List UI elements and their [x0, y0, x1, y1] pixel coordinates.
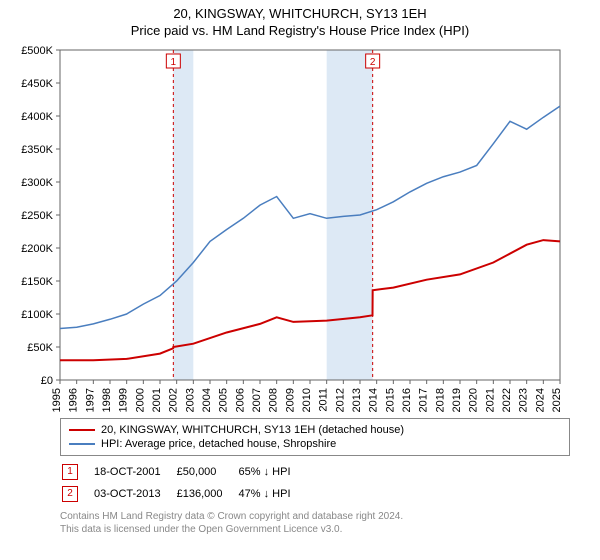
svg-text:2013: 2013 — [351, 388, 363, 412]
sale-delta: 65% ↓ HPI — [239, 462, 305, 482]
svg-text:£150K: £150K — [21, 276, 53, 288]
svg-text:2004: 2004 — [201, 388, 213, 412]
svg-text:£350K: £350K — [21, 144, 53, 156]
svg-text:2017: 2017 — [418, 388, 430, 412]
svg-text:2010: 2010 — [301, 388, 313, 412]
svg-text:2016: 2016 — [401, 388, 413, 412]
line-chart: £0 £50K £100K £150K £200K £250K £300K £350K £400… — [10, 42, 570, 412]
svg-text:£0: £0 — [41, 375, 53, 387]
svg-text:£400K: £400K — [21, 111, 53, 123]
sale-delta: 47% ↓ HPI — [239, 484, 305, 504]
footer-attribution: Contains HM Land Registry data © Crown c… — [60, 510, 570, 536]
svg-text:2008: 2008 — [268, 388, 280, 412]
svg-text:£450K: £450K — [21, 78, 53, 90]
svg-text:2021: 2021 — [484, 388, 496, 412]
svg-text:1999: 1999 — [118, 388, 130, 412]
legend-swatch — [69, 429, 95, 431]
sale-price: £136,000 — [177, 484, 237, 504]
svg-text:2007: 2007 — [251, 388, 263, 412]
svg-text:£300K: £300K — [21, 177, 53, 189]
footer-line: Contains HM Land Registry data © Crown c… — [60, 510, 570, 523]
svg-text:2012: 2012 — [334, 388, 346, 412]
svg-text:£50K: £50K — [27, 342, 53, 354]
svg-text:1996: 1996 — [68, 388, 80, 412]
svg-text:2023: 2023 — [518, 388, 530, 412]
table-row: 1 18-OCT-2001 £50,000 65% ↓ HPI — [62, 462, 305, 482]
legend-label: HPI: Average price, detached house, Shro… — [101, 438, 336, 450]
legend-label: 20, KINGSWAY, WHITCHURCH, SY13 1EH (deta… — [101, 424, 404, 436]
svg-text:2002: 2002 — [168, 388, 180, 412]
svg-text:2018: 2018 — [434, 388, 446, 412]
svg-text:2006: 2006 — [234, 388, 246, 412]
svg-text:2003: 2003 — [184, 388, 196, 412]
svg-text:2005: 2005 — [218, 388, 230, 412]
marker-badge: 1 — [62, 464, 78, 480]
svg-text:1995: 1995 — [51, 388, 63, 412]
page-subtitle: Price paid vs. HM Land Registry's House … — [0, 21, 600, 42]
page-container: 20, KINGSWAY, WHITCHURCH, SY13 1EH Price… — [0, 0, 600, 560]
sale-date: 03-OCT-2013 — [94, 484, 175, 504]
svg-text:2009: 2009 — [284, 388, 296, 412]
svg-text:£250K: £250K — [21, 210, 53, 222]
svg-text:2: 2 — [370, 57, 376, 68]
legend-row: 20, KINGSWAY, WHITCHURCH, SY13 1EH (deta… — [69, 423, 561, 437]
marker-badge: 2 — [62, 486, 78, 502]
table-row: 2 03-OCT-2013 £136,000 47% ↓ HPI — [62, 484, 305, 504]
legend-row: HPI: Average price, detached house, Shro… — [69, 437, 561, 451]
svg-text:£100K: £100K — [21, 309, 53, 321]
svg-text:2011: 2011 — [318, 388, 330, 412]
svg-text:2020: 2020 — [468, 388, 480, 412]
page-title-address: 20, KINGSWAY, WHITCHURCH, SY13 1EH — [0, 0, 600, 21]
svg-text:2024: 2024 — [534, 388, 546, 412]
svg-text:2014: 2014 — [368, 388, 380, 412]
footer-line: This data is licensed under the Open Gov… — [60, 523, 570, 536]
svg-text:1: 1 — [171, 57, 177, 68]
svg-text:2019: 2019 — [451, 388, 463, 412]
svg-text:2022: 2022 — [501, 388, 513, 412]
svg-text:2000: 2000 — [134, 388, 146, 412]
chart-area: £0 £50K £100K £150K £200K £250K £300K £350K £400… — [10, 42, 570, 412]
svg-text:£200K: £200K — [21, 243, 53, 255]
svg-text:2001: 2001 — [151, 388, 163, 412]
svg-text:2025: 2025 — [551, 388, 563, 412]
sale-price: £50,000 — [177, 462, 237, 482]
svg-text:2015: 2015 — [384, 388, 396, 412]
svg-text:1998: 1998 — [101, 388, 113, 412]
sale-date: 18-OCT-2001 — [94, 462, 175, 482]
legend-box: 20, KINGSWAY, WHITCHURCH, SY13 1EH (deta… — [60, 418, 570, 456]
legend-swatch — [69, 443, 95, 445]
svg-text:1997: 1997 — [84, 388, 96, 412]
svg-text:£500K: £500K — [21, 45, 53, 57]
sales-table: 1 18-OCT-2001 £50,000 65% ↓ HPI 2 03-OCT… — [60, 460, 307, 506]
